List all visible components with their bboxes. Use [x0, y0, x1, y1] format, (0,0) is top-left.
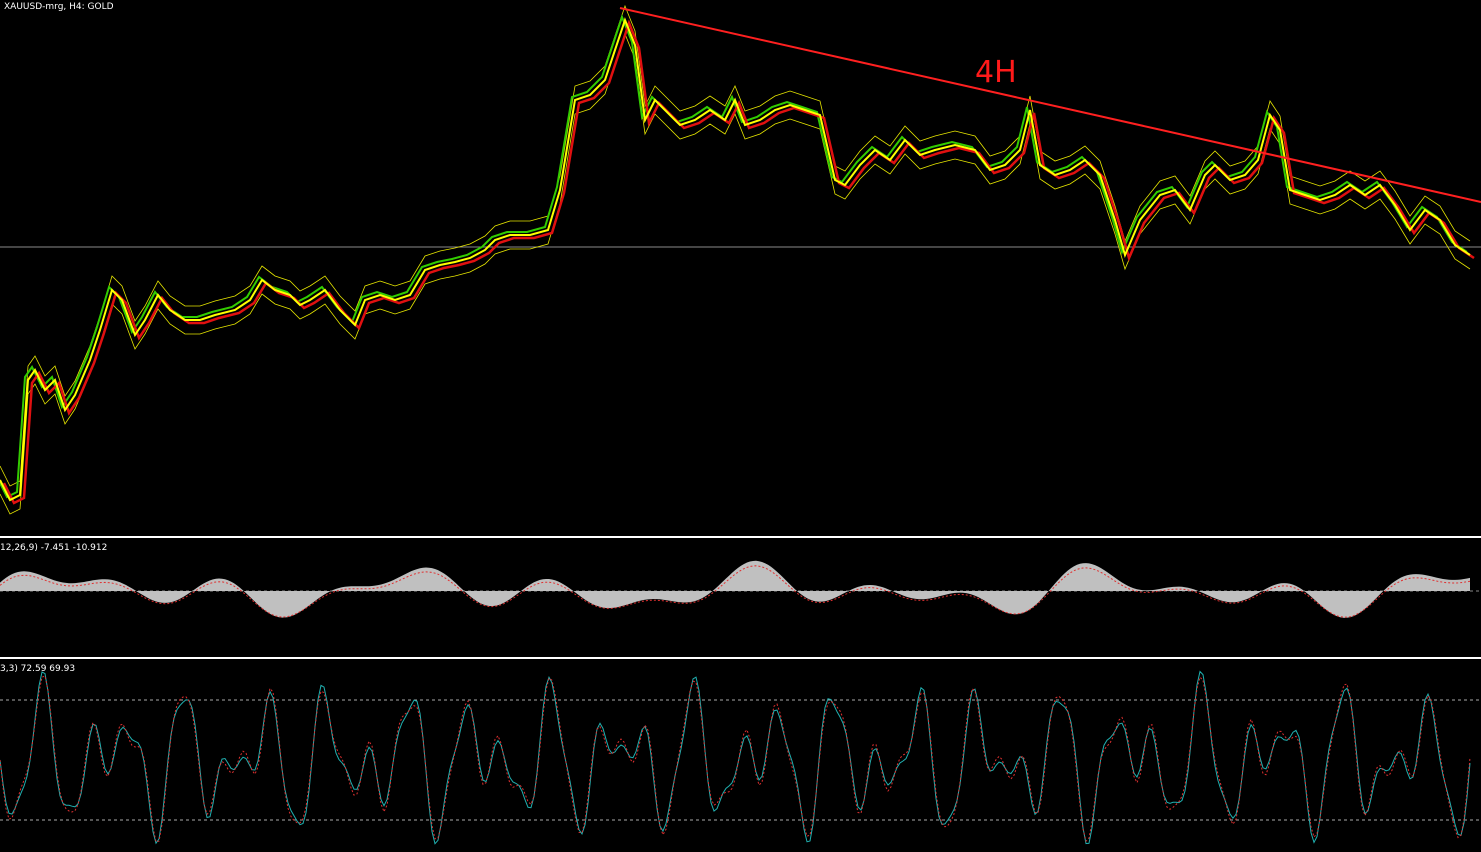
- trend-line: [619, 7, 1481, 203]
- stochastic-panel: [0, 670, 1471, 845]
- macd-panel: [0, 560, 1471, 618]
- stochastic-label: 3,3) 72.59 69.93: [0, 664, 75, 674]
- annotation: 4H: [975, 55, 1017, 90]
- macd-histogram: [0, 560, 1470, 618]
- symbol-label: XAUUSD-mrg, H4: GOLD: [4, 2, 114, 12]
- macd-label: 12,26,9) -7.451 -10.912: [0, 543, 107, 553]
- stochastic-signal: [0, 675, 1471, 843]
